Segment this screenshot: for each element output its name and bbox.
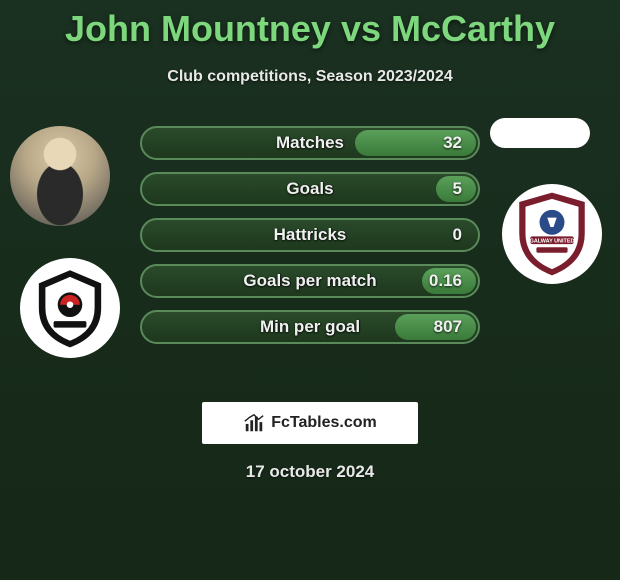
comparison-stage: GALWAY UNITED Matches 32 Goals 5 Hattric… [0,126,620,386]
player-left-avatar [10,126,110,226]
stat-value: 5 [453,179,462,199]
stat-bar: Min per goal 807 [140,310,480,344]
player-right-avatar [490,118,590,148]
brand-text: FcTables.com [271,414,377,432]
date-text: 17 october 2024 [0,462,620,482]
stat-bar: Hattricks 0 [140,218,480,252]
stat-bar: Goals per match 0.16 [140,264,480,298]
stat-bar: Goals 5 [140,172,480,206]
club-right-badge: GALWAY UNITED [502,184,602,284]
stat-label: Goals per match [243,271,376,291]
stat-label: Hattricks [274,225,347,245]
club-left-badge [20,258,120,358]
svg-text:GALWAY UNITED: GALWAY UNITED [530,239,575,245]
bar-chart-icon [243,412,265,434]
stat-bar: Matches 32 [140,126,480,160]
stat-value: 0 [453,225,462,245]
shield-icon [29,267,111,349]
stat-label: Goals [286,179,333,199]
stat-value: 807 [434,317,462,337]
stat-value: 32 [443,133,462,153]
shield-icon: GALWAY UNITED [513,191,591,277]
stat-bars: Matches 32 Goals 5 Hattricks 0 Goals per… [140,126,480,344]
subtitle: Club competitions, Season 2023/2024 [0,68,620,86]
stat-label: Matches [276,133,344,153]
brand-box: FcTables.com [202,402,418,444]
page-title: John Mountney vs McCarthy [0,0,620,50]
stat-label: Min per goal [260,317,360,337]
stat-value: 0.16 [429,271,462,291]
